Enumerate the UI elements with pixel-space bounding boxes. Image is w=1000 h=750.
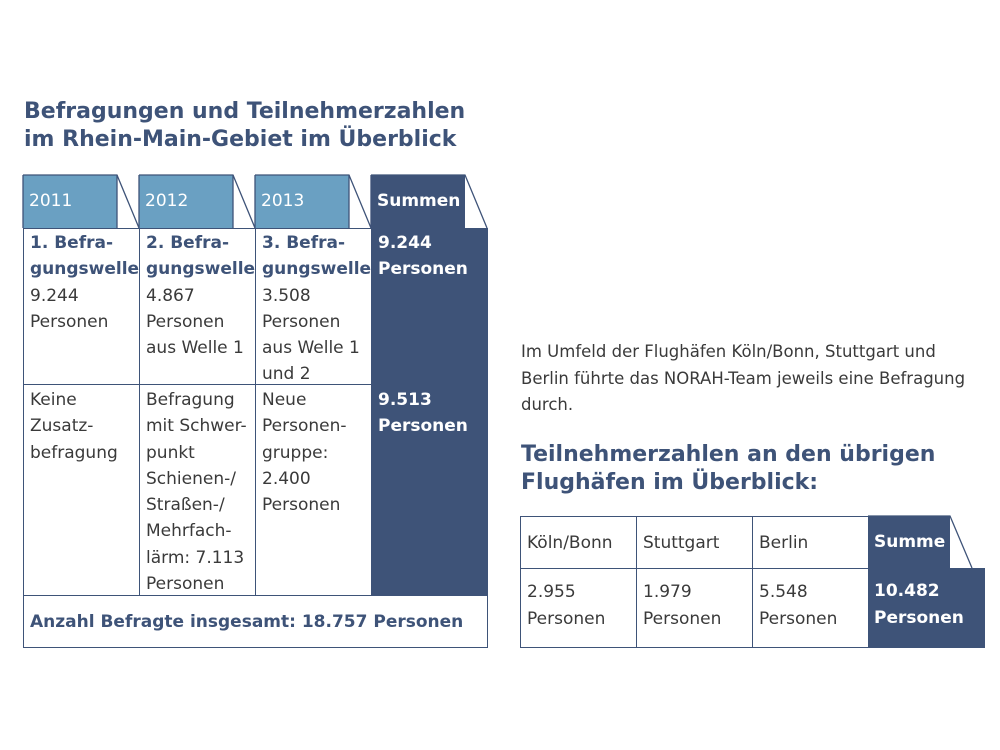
row2-2012-line3: punkt bbox=[146, 442, 195, 463]
row1-cell-2011: 1. Befra- gungswelle 9.244 Personen bbox=[23, 228, 139, 385]
row2-2011-line3: befragung bbox=[30, 442, 118, 463]
header-summen-label: Summen bbox=[377, 191, 461, 211]
value-koeln-bonn-number: 2.955 bbox=[527, 582, 576, 602]
row1-cell-summen: 9.244 Personen bbox=[371, 228, 488, 385]
right-title: Teilnehmerzahlen an den übrigen Flughäfe… bbox=[521, 441, 935, 496]
value-koeln-bonn-unit: Personen bbox=[527, 608, 606, 629]
row2-summen-unit: Personen bbox=[378, 416, 468, 437]
right-title-line1: Teilnehmerzahlen an den übrigen bbox=[521, 442, 936, 467]
header-2013: 2013 bbox=[255, 175, 349, 228]
value-summe: 10.482 Personen bbox=[868, 568, 985, 648]
row1-summen-value: 9.244 bbox=[378, 233, 432, 253]
intro-line3: durch. bbox=[521, 395, 574, 414]
fold-2013 bbox=[255, 174, 372, 229]
intro-text: Im Umfeld der Flughäfen Köln/Bonn, Stutt… bbox=[521, 339, 991, 419]
row1-2013-bold2: gungswelle bbox=[262, 259, 372, 280]
row2-cell-2011: Keine Zusatz- befragung bbox=[23, 385, 139, 595]
row1-2011-line2: Personen bbox=[30, 311, 109, 332]
fold-2011 bbox=[23, 174, 140, 229]
header-summe: Summe bbox=[868, 516, 950, 568]
row-separator bbox=[23, 384, 371, 385]
header-berlin-label: Berlin bbox=[759, 532, 809, 553]
fold-summen bbox=[371, 174, 488, 229]
row2-summen-value: 9.513 bbox=[378, 390, 432, 410]
row1-2013-line1: 3.508 bbox=[262, 285, 311, 306]
header-berlin: Berlin bbox=[753, 517, 868, 568]
value-summe-number: 10.482 bbox=[874, 581, 940, 601]
row1-2013-line2: Personen bbox=[262, 311, 341, 332]
row2-cell-2012: Befragung mit Schwer- punkt Schienen-/ S… bbox=[139, 385, 255, 595]
header-2011-label: 2011 bbox=[29, 191, 73, 211]
row1-2011-line1: 9.244 bbox=[30, 285, 79, 306]
row1-2012-line2: Personen bbox=[146, 311, 225, 332]
row1-2012-bold1: 2. Befra- bbox=[146, 233, 229, 253]
left-title-line1: Befragungen und Teilnehmerzahlen bbox=[24, 99, 466, 124]
value-berlin-number: 5.548 bbox=[759, 582, 808, 602]
value-berlin-unit: Personen bbox=[759, 608, 838, 629]
value-summe-unit: Personen bbox=[874, 607, 964, 628]
row1-summen-unit: Personen bbox=[378, 259, 468, 280]
row2-2011-line1: Keine bbox=[30, 390, 77, 410]
value-stuttgart: 1.979 Personen bbox=[637, 569, 752, 647]
airport-table-separator bbox=[520, 568, 868, 569]
value-berlin: 5.548 Personen bbox=[753, 569, 868, 647]
row1-2011-bold1: 1. Befra- bbox=[30, 233, 113, 253]
row2-2012-line2: mit Schwer- bbox=[146, 416, 247, 437]
header-2013-label: 2013 bbox=[261, 191, 305, 211]
row1-2013-line4: und 2 bbox=[262, 364, 311, 385]
intro-line2: Berlin führte das NORAH-Team jeweils ein… bbox=[521, 368, 966, 388]
row2-2013-line2: Personen- bbox=[262, 416, 347, 437]
fold-2012 bbox=[139, 174, 256, 229]
header-summe-label: Summe bbox=[874, 532, 946, 552]
airport-table-frame bbox=[520, 516, 868, 648]
row2-2013-line1: Neue bbox=[262, 390, 307, 410]
row1-2011-bold2: gungswelle bbox=[30, 259, 140, 280]
row2-2012-line7: lärm: 7.113 bbox=[146, 547, 245, 568]
row1-2012-bold2: gungswelle bbox=[146, 259, 256, 280]
airport-table-divider-2 bbox=[752, 516, 753, 648]
total-row: Anzahl Befragte insgesamt: 18.757 Person… bbox=[23, 595, 488, 648]
header-koeln-bonn: Köln/Bonn bbox=[521, 517, 636, 568]
header-stuttgart-label: Stuttgart bbox=[643, 532, 720, 553]
header-2011: 2011 bbox=[23, 175, 117, 228]
header-summen: Summen bbox=[371, 175, 465, 228]
row2-2012-line6: Mehrfach- bbox=[146, 521, 232, 542]
row2-2012-line4: Schienen-/ bbox=[146, 468, 236, 489]
airport-table-divider-1 bbox=[636, 516, 637, 648]
row2-2012-line5: Straßen-/ bbox=[146, 495, 225, 516]
row2-2013-line3: gruppe: bbox=[262, 442, 329, 463]
left-title: Befragungen und Teilnehmerzahlen im Rhei… bbox=[24, 98, 465, 153]
row1-2012-line3: aus Welle 1 bbox=[146, 338, 244, 359]
value-stuttgart-unit: Personen bbox=[643, 608, 722, 629]
row1-2013-bold1: 3. Befra- bbox=[262, 233, 345, 253]
row2-2013-line4: 2.400 bbox=[262, 468, 311, 489]
header-stuttgart: Stuttgart bbox=[637, 517, 752, 568]
row1-2013-line3: aus Welle 1 bbox=[262, 338, 360, 359]
header-2012: 2012 bbox=[139, 175, 233, 228]
row2-cell-2013: Neue Personen- gruppe: 2.400 Personen bbox=[255, 385, 371, 595]
row1-cell-2012: 2. Befra- gungswelle 4.867 Personen aus … bbox=[139, 228, 255, 385]
value-stuttgart-number: 1.979 bbox=[643, 582, 692, 602]
row2-2011-line2: Zusatz- bbox=[30, 416, 94, 437]
header-2012-label: 2012 bbox=[145, 191, 189, 211]
total-text: Anzahl Befragte insgesamt: 18.757 Person… bbox=[30, 611, 464, 632]
value-koeln-bonn: 2.955 Personen bbox=[521, 569, 636, 647]
row1-2012-line1: 4.867 bbox=[146, 285, 195, 306]
row2-2013-line5: Personen bbox=[262, 495, 341, 516]
row1-top-border bbox=[23, 228, 371, 229]
intro-line1: Im Umfeld der Flughäfen Köln/Bonn, Stutt… bbox=[521, 342, 936, 361]
right-title-line2: Flughäfen im Überblick: bbox=[521, 469, 819, 495]
row1-cell-2013: 3. Befra- gungswelle 3.508 Personen aus … bbox=[255, 228, 371, 385]
row2-cell-summen: 9.513 Personen bbox=[371, 385, 488, 595]
header-koeln-bonn-label: Köln/Bonn bbox=[527, 532, 613, 553]
row2-2012-line1: Befragung bbox=[146, 390, 235, 410]
row2-2012-line8: Personen bbox=[146, 574, 225, 595]
left-title-line2: im Rhein-Main-Gebiet im Überblick bbox=[24, 126, 457, 152]
